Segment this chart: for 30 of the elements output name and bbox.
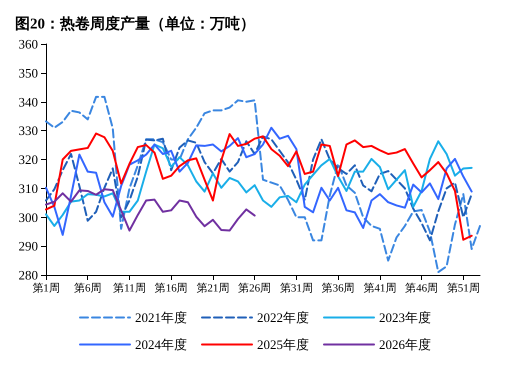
chart-title: 图20：热卷周度产量（单位：万吨）: [15, 14, 255, 32]
x-tick-label: 第46周: [405, 282, 438, 294]
y-tick-label: 330: [18, 123, 38, 138]
y-tick-label: 290: [18, 238, 38, 254]
legend-label: 2025年度: [257, 337, 309, 352]
y-tick-label: 350: [18, 65, 38, 80]
y-tick-label: 340: [18, 94, 38, 110]
x-tick-label: 第51周: [446, 282, 480, 294]
legend-label: 2021年度: [135, 310, 187, 325]
legend-label: 2026年度: [379, 337, 431, 352]
y-tick-label: 310: [18, 180, 38, 196]
x-tick-label: 第41周: [363, 282, 396, 294]
x-tick-label: 第26周: [238, 282, 272, 294]
y-tick-label: 360: [18, 36, 38, 52]
line-series: [45, 96, 481, 274]
line-series: [45, 140, 473, 227]
y-tick-label: 280: [18, 268, 38, 282]
y-tick-label: 320: [18, 152, 38, 167]
x-tick-label: 第21周: [196, 282, 230, 294]
x-tick-label: 第16周: [154, 282, 188, 294]
x-tick-label: 第31周: [280, 282, 313, 294]
x-tick-label: 第6周: [74, 282, 102, 294]
x-tick-label: 第1周: [32, 282, 60, 294]
legend-label: 2023年度: [379, 310, 431, 325]
legend-label: 2024年度: [135, 337, 187, 352]
x-tick-label: 第11周: [113, 282, 146, 294]
legend-label: 2022年度: [257, 310, 309, 325]
x-tick-label: 第36周: [322, 282, 355, 294]
y-tick-label: 300: [18, 210, 38, 225]
line-series: [45, 188, 256, 232]
